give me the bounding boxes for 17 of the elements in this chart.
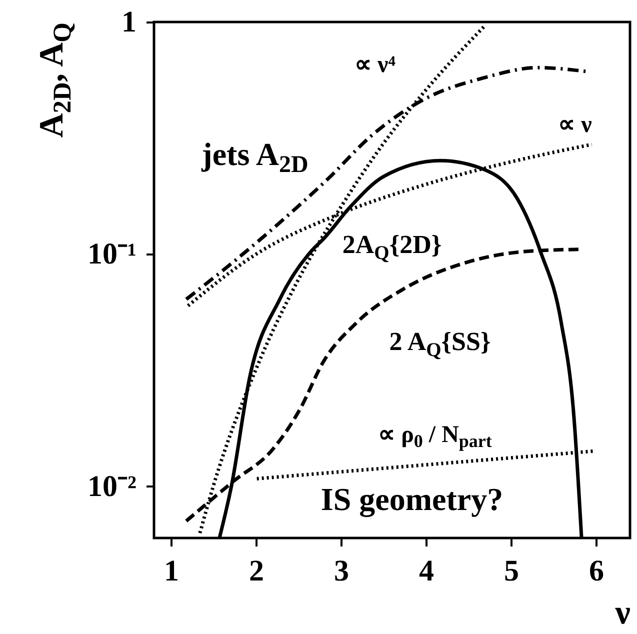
- series-label: ∝ ν: [558, 112, 592, 138]
- y-tick-label: 10⁻¹: [88, 238, 136, 271]
- series-label: ∝ ν⁴: [354, 52, 396, 78]
- series-label: jets A$_{2D}$: [200, 136, 308, 178]
- x-tick-label: 5: [504, 554, 519, 588]
- series-label: 2A$_{Q}${2D}: [342, 230, 442, 264]
- y-tick-label: 1: [122, 6, 136, 38]
- x-axis-title: ν: [614, 594, 630, 632]
- x-tick-label: 2: [249, 554, 264, 588]
- x-tick-label: 4: [419, 554, 434, 588]
- x-tick-label: 6: [589, 554, 604, 588]
- series-label: 2 A$_{Q}${SS}: [389, 327, 491, 361]
- x-tick-label: 3: [334, 554, 349, 588]
- y-tick-label: 10⁻²: [88, 470, 136, 503]
- x-tick-label: 1: [164, 554, 179, 588]
- series-label: ∝ ρ$_{0}$ / N$_{part}$: [378, 422, 492, 452]
- annotation: IS geometry?: [320, 481, 504, 518]
